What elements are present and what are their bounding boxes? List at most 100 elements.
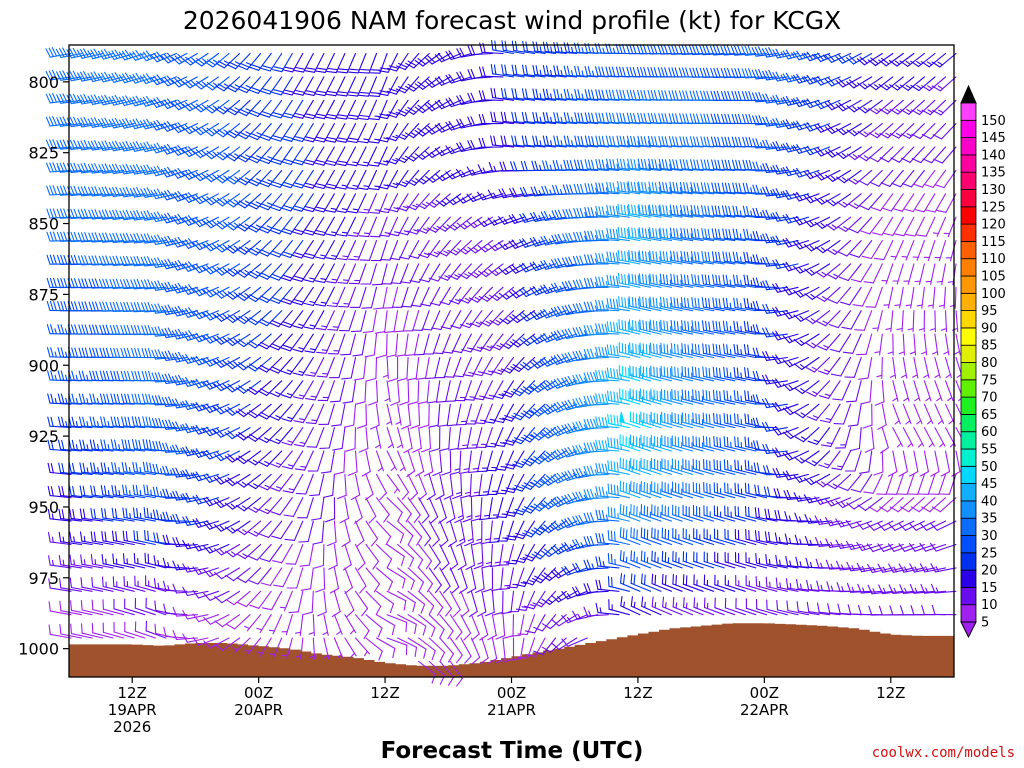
wind-barb — [316, 333, 335, 354]
wind-barb — [462, 497, 473, 523]
wind-barb — [397, 473, 410, 500]
wind-barb — [235, 286, 262, 302]
wind-barb — [249, 52, 272, 71]
wind-barb — [236, 543, 262, 560]
wind-barb — [292, 263, 314, 282]
colorbar-cell — [960, 189, 977, 208]
x-tick-label: 20APR — [234, 701, 283, 719]
wind-barb — [298, 520, 314, 543]
colorbar-label: 90 — [981, 321, 998, 336]
wind-barb — [247, 497, 272, 513]
wind-barb — [236, 169, 262, 186]
wind-barb — [365, 497, 377, 524]
wind-barb — [108, 94, 135, 106]
wind-barb — [79, 531, 104, 546]
wind-barb — [224, 497, 251, 510]
wind-barb — [331, 590, 341, 618]
wind-barb — [412, 310, 430, 331]
wind-barb — [89, 462, 114, 475]
wind-barb — [162, 557, 188, 569]
wind-barb — [384, 380, 391, 403]
wind-barb — [342, 380, 357, 404]
wind-barb — [259, 520, 283, 539]
wind-barb — [489, 310, 515, 326]
wind-barb — [445, 120, 472, 131]
wind-barb — [407, 216, 430, 235]
colorbar-label: 40 — [981, 494, 998, 509]
wind-barb — [160, 143, 188, 155]
wind-barb — [449, 286, 472, 305]
wind-barb — [334, 450, 346, 475]
wind-barb — [69, 531, 93, 546]
wind-barb — [247, 286, 272, 303]
wind-barb — [325, 76, 346, 97]
wind-barb — [434, 99, 462, 110]
wind-barb — [139, 73, 167, 85]
wind-barb — [438, 263, 462, 281]
wind-barb — [224, 427, 251, 440]
x-tick-label: 12Z — [118, 684, 147, 702]
wind-barb — [171, 305, 198, 317]
wind-barb — [488, 520, 504, 544]
y-tick-label: 975 — [28, 569, 59, 588]
wind-barb — [359, 240, 378, 261]
wind-barb — [386, 99, 409, 118]
wind-barb — [280, 240, 304, 259]
wind-barb — [395, 52, 420, 71]
wind-barb — [124, 598, 146, 616]
colorbar-label: 145 — [981, 131, 1006, 146]
wind-barb — [379, 216, 399, 237]
wind-barb — [309, 637, 316, 660]
wind-barb — [215, 76, 241, 92]
wind-barb — [469, 310, 493, 328]
wind-barb — [521, 111, 546, 125]
wind-barb — [256, 614, 272, 634]
wind-barb — [396, 193, 420, 212]
wind-barb — [460, 637, 472, 664]
wind-barb — [150, 280, 177, 291]
wind-barb — [121, 439, 146, 452]
wind-barb — [418, 543, 433, 570]
wind-barb — [215, 99, 241, 115]
wind-barb — [243, 614, 262, 632]
wind-barb — [356, 403, 367, 429]
wind-barb — [529, 261, 557, 272]
wind-barb — [333, 614, 343, 635]
wind-barb — [503, 450, 525, 470]
wind-barb — [87, 71, 114, 83]
wind-barb — [316, 356, 335, 378]
wind-barb — [354, 614, 370, 640]
wind-barb — [514, 567, 536, 587]
wind-barb — [405, 169, 430, 186]
wind-barb — [466, 427, 483, 449]
wind-barb — [110, 439, 135, 452]
wind-barb — [58, 531, 83, 546]
y-tick-label: 925 — [28, 427, 59, 446]
wind-barb — [98, 117, 125, 129]
wind-barb — [500, 111, 525, 125]
wind-barb — [479, 310, 504, 327]
colorbar-cell — [960, 310, 977, 329]
wind-barb — [235, 333, 262, 348]
wind-barb — [215, 52, 241, 69]
wind-barb — [386, 450, 397, 472]
wind-barb — [482, 567, 494, 593]
wind-barb — [293, 427, 314, 447]
wind-barb — [272, 52, 293, 73]
wind-barb — [406, 356, 420, 381]
wind-barb — [357, 169, 378, 190]
wind-barb — [269, 637, 283, 658]
wind-barb — [171, 213, 198, 225]
wind-barb — [246, 380, 272, 395]
wind-barb — [101, 576, 125, 592]
wind-barb — [281, 169, 304, 189]
wind-barb — [390, 380, 400, 406]
wind-barb — [348, 52, 367, 74]
wind-barb — [364, 333, 378, 358]
wind-barb — [347, 99, 367, 120]
colorbar-cell — [960, 171, 977, 190]
wind-barb — [119, 163, 146, 175]
wind-barb — [97, 94, 125, 106]
wind-barb — [529, 236, 557, 247]
